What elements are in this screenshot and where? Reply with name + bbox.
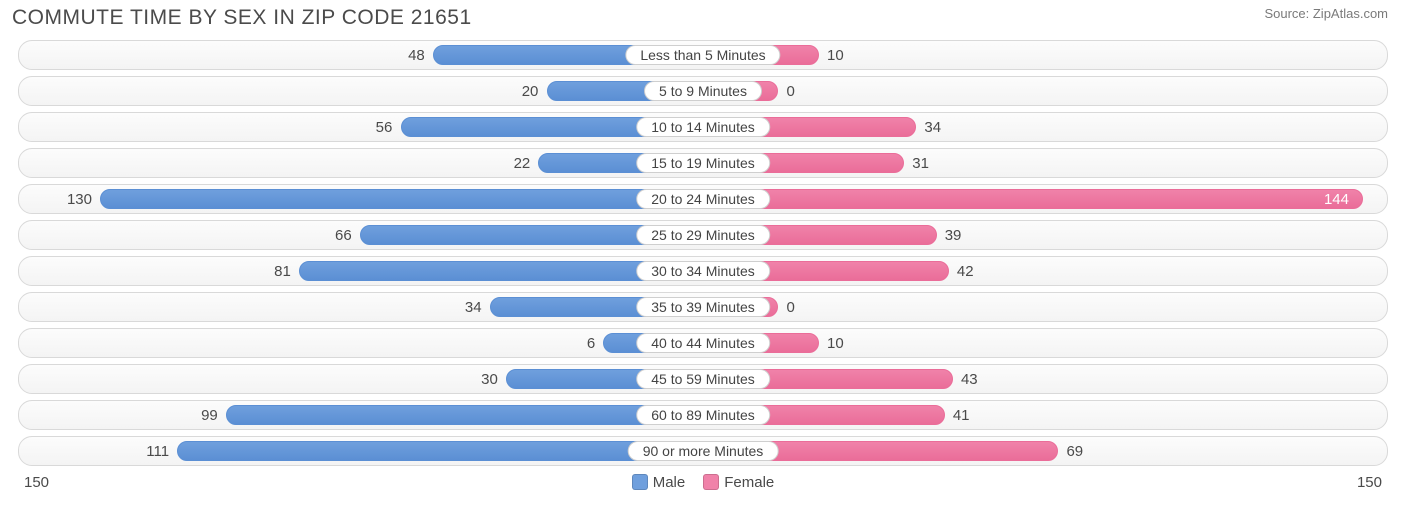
male-value: 22 bbox=[514, 149, 531, 179]
bar-row: 130 144 20 to 24 Minutes bbox=[18, 184, 1388, 214]
axis-left-label: 150 bbox=[24, 474, 49, 491]
female-value: 41 bbox=[953, 401, 970, 431]
male-value: 48 bbox=[408, 41, 425, 71]
legend-label: Female bbox=[724, 474, 774, 491]
male-bar bbox=[226, 405, 703, 425]
chart-area: 48 10 Less than 5 Minutes 20 0 5 to 9 Minutes… bbox=[0, 40, 1406, 491]
axis-row: 150 Male Female 150 bbox=[18, 472, 1388, 491]
bar-row: 99 41 60 to 89 Minutes bbox=[18, 400, 1388, 430]
female-value: 0 bbox=[786, 77, 794, 107]
male-value: 99 bbox=[201, 401, 218, 431]
category-pill: 30 to 34 Minutes bbox=[636, 261, 770, 281]
bar-row: 20 0 5 to 9 Minutes bbox=[18, 76, 1388, 106]
bar-row: 34 0 35 to 39 Minutes bbox=[18, 292, 1388, 322]
female-value: 31 bbox=[912, 149, 929, 179]
category-pill: 45 to 59 Minutes bbox=[636, 369, 770, 389]
category-pill: 5 to 9 Minutes bbox=[644, 81, 762, 101]
male-value: 20 bbox=[522, 77, 539, 107]
category-pill: 40 to 44 Minutes bbox=[636, 333, 770, 353]
male-value: 111 bbox=[146, 437, 169, 467]
category-pill: Less than 5 Minutes bbox=[625, 45, 780, 65]
female-value: 10 bbox=[827, 41, 844, 71]
legend-swatch bbox=[632, 474, 648, 490]
male-bar bbox=[177, 441, 703, 461]
female-value: 39 bbox=[945, 221, 962, 251]
male-value: 130 bbox=[67, 185, 92, 215]
male-value: 56 bbox=[376, 113, 393, 143]
bar-row: 30 43 45 to 59 Minutes bbox=[18, 364, 1388, 394]
category-pill: 25 to 29 Minutes bbox=[636, 225, 770, 245]
category-pill: 15 to 19 Minutes bbox=[636, 153, 770, 173]
male-value: 34 bbox=[465, 293, 482, 323]
female-value: 43 bbox=[961, 365, 978, 395]
male-value: 81 bbox=[274, 257, 291, 287]
bar-row: 56 34 10 to 14 Minutes bbox=[18, 112, 1388, 142]
axis-right-label: 150 bbox=[1357, 474, 1382, 491]
category-pill: 10 to 14 Minutes bbox=[636, 117, 770, 137]
bar-row: 48 10 Less than 5 Minutes bbox=[18, 40, 1388, 70]
legend-label: Male bbox=[653, 474, 686, 491]
female-value: 69 bbox=[1066, 437, 1083, 467]
female-value: 34 bbox=[924, 113, 941, 143]
bar-row: 111 69 90 or more Minutes bbox=[18, 436, 1388, 466]
female-value: 42 bbox=[957, 257, 974, 287]
male-value: 30 bbox=[481, 365, 498, 395]
category-pill: 90 or more Minutes bbox=[628, 441, 779, 461]
male-bar bbox=[100, 189, 703, 209]
female-value: 0 bbox=[786, 293, 794, 323]
male-value: 6 bbox=[587, 329, 595, 359]
bar-row: 66 39 25 to 29 Minutes bbox=[18, 220, 1388, 250]
male-value: 66 bbox=[335, 221, 352, 251]
bar-row: 81 42 30 to 34 Minutes bbox=[18, 256, 1388, 286]
chart-title: COMMUTE TIME BY SEX IN ZIP CODE 21651 bbox=[12, 6, 472, 30]
bar-row: 6 10 40 to 44 Minutes bbox=[18, 328, 1388, 358]
legend-item: Female bbox=[703, 474, 774, 491]
female-bar bbox=[703, 189, 1363, 209]
legend-swatch bbox=[703, 474, 719, 490]
category-pill: 20 to 24 Minutes bbox=[636, 189, 770, 209]
category-pill: 35 to 39 Minutes bbox=[636, 297, 770, 317]
legend: Male Female bbox=[632, 474, 775, 491]
legend-item: Male bbox=[632, 474, 686, 491]
category-pill: 60 to 89 Minutes bbox=[636, 405, 770, 425]
female-value: 10 bbox=[827, 329, 844, 359]
female-value: 144 bbox=[1324, 185, 1349, 215]
bar-row: 22 31 15 to 19 Minutes bbox=[18, 148, 1388, 178]
source-attribution: Source: ZipAtlas.com bbox=[1264, 6, 1388, 21]
